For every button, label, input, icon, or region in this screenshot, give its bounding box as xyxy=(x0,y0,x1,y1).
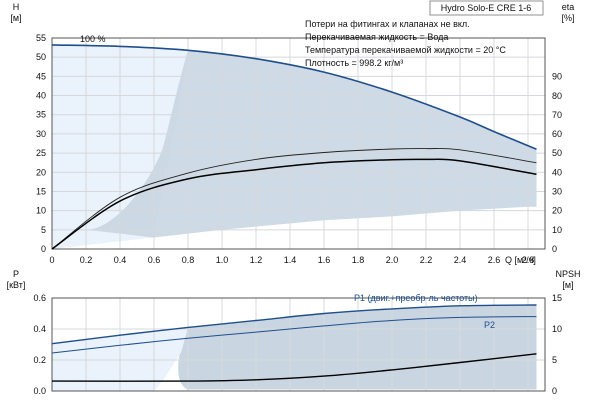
bottom-npsh-tick-label: 5 xyxy=(552,355,557,365)
x-tick-label: 0.6 xyxy=(148,255,161,265)
bottom-right-axis-label: NPSH xyxy=(555,269,580,279)
top-y-tick-label: 40 xyxy=(36,91,46,101)
top-left-axis-label: H xyxy=(13,2,20,12)
bottom-y-tick-label: 0.6 xyxy=(33,293,46,303)
x-tick-label: 2.6 xyxy=(488,255,501,265)
top-y-tick-label: 10 xyxy=(36,206,46,216)
power-envelope xyxy=(178,305,537,390)
top-left-axis-unit: [м] xyxy=(10,13,21,23)
top-eta-tick-label: 20 xyxy=(552,206,562,216)
x-tick-label: 0.2 xyxy=(80,255,93,265)
top-frame xyxy=(51,37,546,250)
top-y-tick-label: 50 xyxy=(36,52,46,62)
top-eta-tick-label: 80 xyxy=(552,91,562,101)
x-tick-label: 0 xyxy=(49,255,54,265)
x-tick-label: 1.0 xyxy=(216,255,229,265)
curve-layer xyxy=(51,44,537,382)
bottom-frame xyxy=(51,297,546,392)
top-y-tick-label: 45 xyxy=(36,71,46,81)
top-y-tick-label: 20 xyxy=(36,167,46,177)
top-eta-tick-label: 70 xyxy=(552,110,562,120)
bottom-right-axis-unit: [м] xyxy=(562,280,573,290)
title-box xyxy=(429,0,544,16)
top-eta-tick-label: 90 xyxy=(552,72,562,82)
x-tick-label: 1.6 xyxy=(318,255,331,265)
x-tick-label: 2.0 xyxy=(386,255,399,265)
top-eta-tick-label: 60 xyxy=(552,129,562,139)
x-tick-label: 2.4 xyxy=(454,255,467,265)
top-eta-tick-label: 0 xyxy=(552,244,557,254)
grid-layer xyxy=(51,37,546,392)
p1-label: P1 (двиг.+преобр-ль частоты) xyxy=(354,293,478,303)
x-tick-label: 2.8 xyxy=(522,255,535,265)
x-tick-label: 1.4 xyxy=(284,255,297,265)
top-y-tick-label: 35 xyxy=(36,110,46,120)
bottom-y-tick-label: 0.4 xyxy=(33,324,46,334)
bottom-npsh-tick-label: 0 xyxy=(552,386,557,396)
x-tick-label: 0.8 xyxy=(182,255,195,265)
note-line: Перекачиваемая жидкость = Вода xyxy=(305,32,448,42)
title-text: Hydro Solo-E CRE 1-6 xyxy=(441,3,532,13)
bottom-y-tick-label: 0.0 xyxy=(33,386,46,396)
head-curve xyxy=(51,44,537,151)
p1-curve xyxy=(51,304,537,345)
note-line: Температура перекачиваемой жидкости = 20… xyxy=(305,45,506,55)
efficiency-pump-curve xyxy=(51,147,537,250)
top-y-tick-label: 0 xyxy=(41,244,46,254)
note-line: Плотность = 998.2 кг/м³ xyxy=(305,58,403,68)
bottom-npsh-tick-label: 15 xyxy=(552,293,562,303)
shaded-region-layer xyxy=(52,44,537,391)
top-y-tick-label: 25 xyxy=(36,148,46,158)
x-tick-label: 2.2 xyxy=(420,255,433,265)
bottom-npsh-tick-label: 10 xyxy=(552,324,562,334)
bottom-left-axis-label: P xyxy=(13,269,19,279)
top-right-axis-label: eta xyxy=(562,2,575,12)
bottom-y-tick-label: 0.2 xyxy=(33,355,46,365)
top-eta-tick-label: 10 xyxy=(552,225,562,235)
speed-label: 100 % xyxy=(80,34,106,44)
x-tick-label: 0.4 xyxy=(114,255,127,265)
top-eta-tick-label: 30 xyxy=(552,187,562,197)
x-tick-label: 1.2 xyxy=(250,255,263,265)
grey-operating-envelope xyxy=(86,50,537,238)
top-y-tick-label: 15 xyxy=(36,186,46,196)
p2-label: P2 xyxy=(484,320,495,330)
top-y-tick-label: 30 xyxy=(36,129,46,139)
x-axis-label: Q [м³/ч] xyxy=(505,255,536,265)
bottom-left-axis-unit: [кВт] xyxy=(7,280,26,290)
note-line: Потери на фитингах и клапанах не вкл. xyxy=(305,19,470,29)
top-y-tick-label: 5 xyxy=(41,225,46,235)
top-right-axis-unit: [%] xyxy=(561,13,574,23)
x-tick-label: 1.8 xyxy=(352,255,365,265)
top-y-tick-label: 55 xyxy=(36,33,46,43)
efficiency-total-curve xyxy=(51,158,537,250)
p2-curve xyxy=(51,316,537,354)
top-eta-tick-label: 50 xyxy=(552,148,562,158)
label-layer: H[м]0510152025303540455055eta[%]01020304… xyxy=(7,0,581,396)
npsh-curve xyxy=(51,353,537,382)
top-eta-tick-label: 40 xyxy=(552,167,562,177)
